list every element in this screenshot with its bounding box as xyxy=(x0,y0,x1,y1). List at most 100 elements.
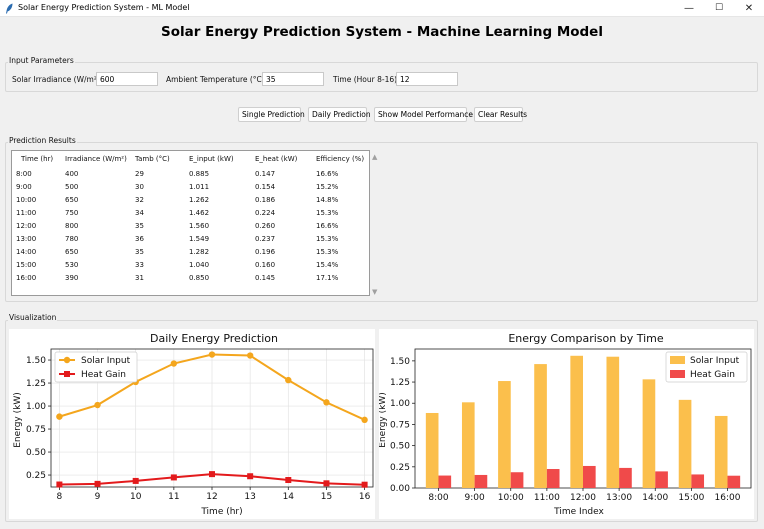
bar xyxy=(583,465,596,488)
legend-label: Solar Input xyxy=(81,356,131,366)
data-point xyxy=(246,352,254,359)
table-row[interactable]: 16:00 390 31 0.850 0.145 17.1% xyxy=(12,271,367,284)
table-cell: 30 xyxy=(135,182,144,191)
y-tick-label: 0.25 xyxy=(390,463,410,473)
table-cell: 35 xyxy=(135,221,144,230)
data-point xyxy=(361,481,368,488)
table-row[interactable]: 8:00 400 29 0.885 0.147 16.6% xyxy=(12,167,367,180)
bar xyxy=(461,402,475,488)
prediction-results-label: Prediction Results xyxy=(8,136,77,145)
bar xyxy=(474,474,488,488)
table-cell: 1.282 xyxy=(189,247,210,256)
column-header[interactable]: E_heat (kW) xyxy=(255,155,298,163)
data-point xyxy=(56,481,63,488)
chart-title: Daily Energy Prediction xyxy=(150,332,278,345)
scroll-down-arrow-icon[interactable]: ▼ xyxy=(372,288,378,296)
table-cell: 15:00 xyxy=(16,260,37,269)
table-cell: 0.224 xyxy=(255,208,276,217)
show-model-performance-button[interactable]: Show Model Performance xyxy=(374,107,473,122)
legend-label: Heat Gain xyxy=(81,370,126,380)
legend-label: Solar Input xyxy=(690,356,740,366)
close-button[interactable]: ✕ xyxy=(744,3,754,14)
table-row[interactable]: 15:00 530 33 1.040 0.160 15.4% xyxy=(12,258,367,271)
table-cell: 650 xyxy=(65,195,79,204)
clear-results-button[interactable]: Clear Results xyxy=(474,107,527,122)
table-cell: 1.262 xyxy=(189,195,210,204)
table-row[interactable]: 13:00 780 36 1.549 0.237 15.3% xyxy=(12,232,367,245)
legend-swatch xyxy=(670,370,685,378)
column-header[interactable]: Tamb (°C) xyxy=(135,155,170,163)
table-cell: 15.2% xyxy=(316,182,339,191)
data-point xyxy=(170,474,177,481)
input-parameters-group xyxy=(5,62,758,92)
table-cell: 13:00 xyxy=(16,234,37,243)
table-cell: 0.850 xyxy=(189,273,210,282)
y-tick-label: 1.50 xyxy=(26,356,46,366)
column-header[interactable]: Time (hr) xyxy=(21,155,54,163)
table-cell: 0.147 xyxy=(255,169,276,178)
x-tick-label: 11:00 xyxy=(534,493,560,503)
visualization-group xyxy=(5,320,758,522)
x-tick-label: 8 xyxy=(57,492,63,502)
column-header[interactable]: E_input (kW) xyxy=(189,155,234,163)
table-cell: 36 xyxy=(135,234,144,243)
window-titlebar: Solar Energy Prediction System - ML Mode… xyxy=(0,0,764,17)
window-title: Solar Energy Prediction System - ML Mode… xyxy=(18,3,190,12)
table-cell: 11:00 xyxy=(16,208,37,217)
single-prediction-button[interactable]: Single Prediction xyxy=(238,107,305,122)
data-point xyxy=(285,477,292,484)
y-tick-label: 1.25 xyxy=(390,378,410,388)
daily-energy-line-chart: Daily Energy Prediction Time (hr) Energy… xyxy=(13,332,374,517)
bar xyxy=(642,379,656,488)
irradiance-input[interactable] xyxy=(96,72,158,86)
column-header[interactable]: Irradiance (W/m²) xyxy=(65,155,127,163)
table-cell: 750 xyxy=(65,208,79,217)
table-row[interactable]: 12:00 800 35 1.560 0.260 16.6% xyxy=(12,219,367,232)
chart-title: Energy Comparison by Time xyxy=(508,332,664,345)
time-input[interactable] xyxy=(396,72,458,86)
bar xyxy=(678,399,692,488)
table-cell: 17.1% xyxy=(316,273,339,282)
table-row[interactable]: 14:00 650 35 1.282 0.196 15.3% xyxy=(12,245,367,258)
daily-prediction-button[interactable]: Daily Prediction xyxy=(308,107,371,122)
legend-marker xyxy=(64,371,70,377)
maximize-button[interactable]: ☐ xyxy=(714,3,724,13)
table-cell: 1.560 xyxy=(189,221,210,230)
table-cell: 1.462 xyxy=(189,208,210,217)
table-cell: 10:00 xyxy=(16,195,37,204)
data-point xyxy=(323,480,330,487)
data-point xyxy=(323,399,330,406)
table-cell: 14:00 xyxy=(16,247,37,256)
legend-label: Heat Gain xyxy=(690,370,735,380)
bar xyxy=(655,471,668,488)
table-row[interactable]: 11:00 750 34 1.462 0.224 15.3% xyxy=(12,206,367,219)
y-tick-label: 0.25 xyxy=(26,471,46,481)
bar-chart-panel: Energy Comparison by Time Time Index Ene… xyxy=(378,329,754,519)
table-cell: 15.4% xyxy=(316,260,339,269)
bar xyxy=(606,356,620,488)
column-header[interactable]: Efficiency (%) xyxy=(316,155,365,163)
table-row[interactable]: 10:00 650 32 1.262 0.186 14.8% xyxy=(12,193,367,206)
table-cell: 15.3% xyxy=(316,247,339,256)
table-row[interactable]: 9:00 500 30 1.011 0.154 15.2% xyxy=(12,180,367,193)
y-axis-label: Energy (kW) xyxy=(13,392,23,448)
table-cell: 500 xyxy=(65,182,79,191)
x-tick-label: 12:00 xyxy=(570,493,596,503)
table-cell: 0.260 xyxy=(255,221,276,230)
results-table[interactable]: Time (hr) Irradiance (W/m²) Tamb (°C) E_… xyxy=(11,150,370,296)
table-cell: 14.8% xyxy=(316,195,339,204)
y-tick-label: 0.00 xyxy=(390,484,410,494)
scroll-up-arrow-icon[interactable]: ▲ xyxy=(372,153,378,161)
x-tick-label: 8:00 xyxy=(428,493,448,503)
table-cell: 16.6% xyxy=(316,169,339,178)
app-title: Solar Energy Prediction System - Machine… xyxy=(161,24,603,40)
data-point xyxy=(209,471,215,478)
bar xyxy=(534,364,547,488)
temperature-input[interactable] xyxy=(262,72,324,86)
line-chart-panel: Daily Energy Prediction Time (hr) Energy… xyxy=(9,329,375,519)
prediction-results-group xyxy=(5,142,758,302)
minimize-button[interactable]: — xyxy=(684,3,694,14)
legend-marker xyxy=(63,356,71,364)
x-tick-label: 10 xyxy=(130,492,142,502)
table-cell: 16.6% xyxy=(316,221,339,230)
